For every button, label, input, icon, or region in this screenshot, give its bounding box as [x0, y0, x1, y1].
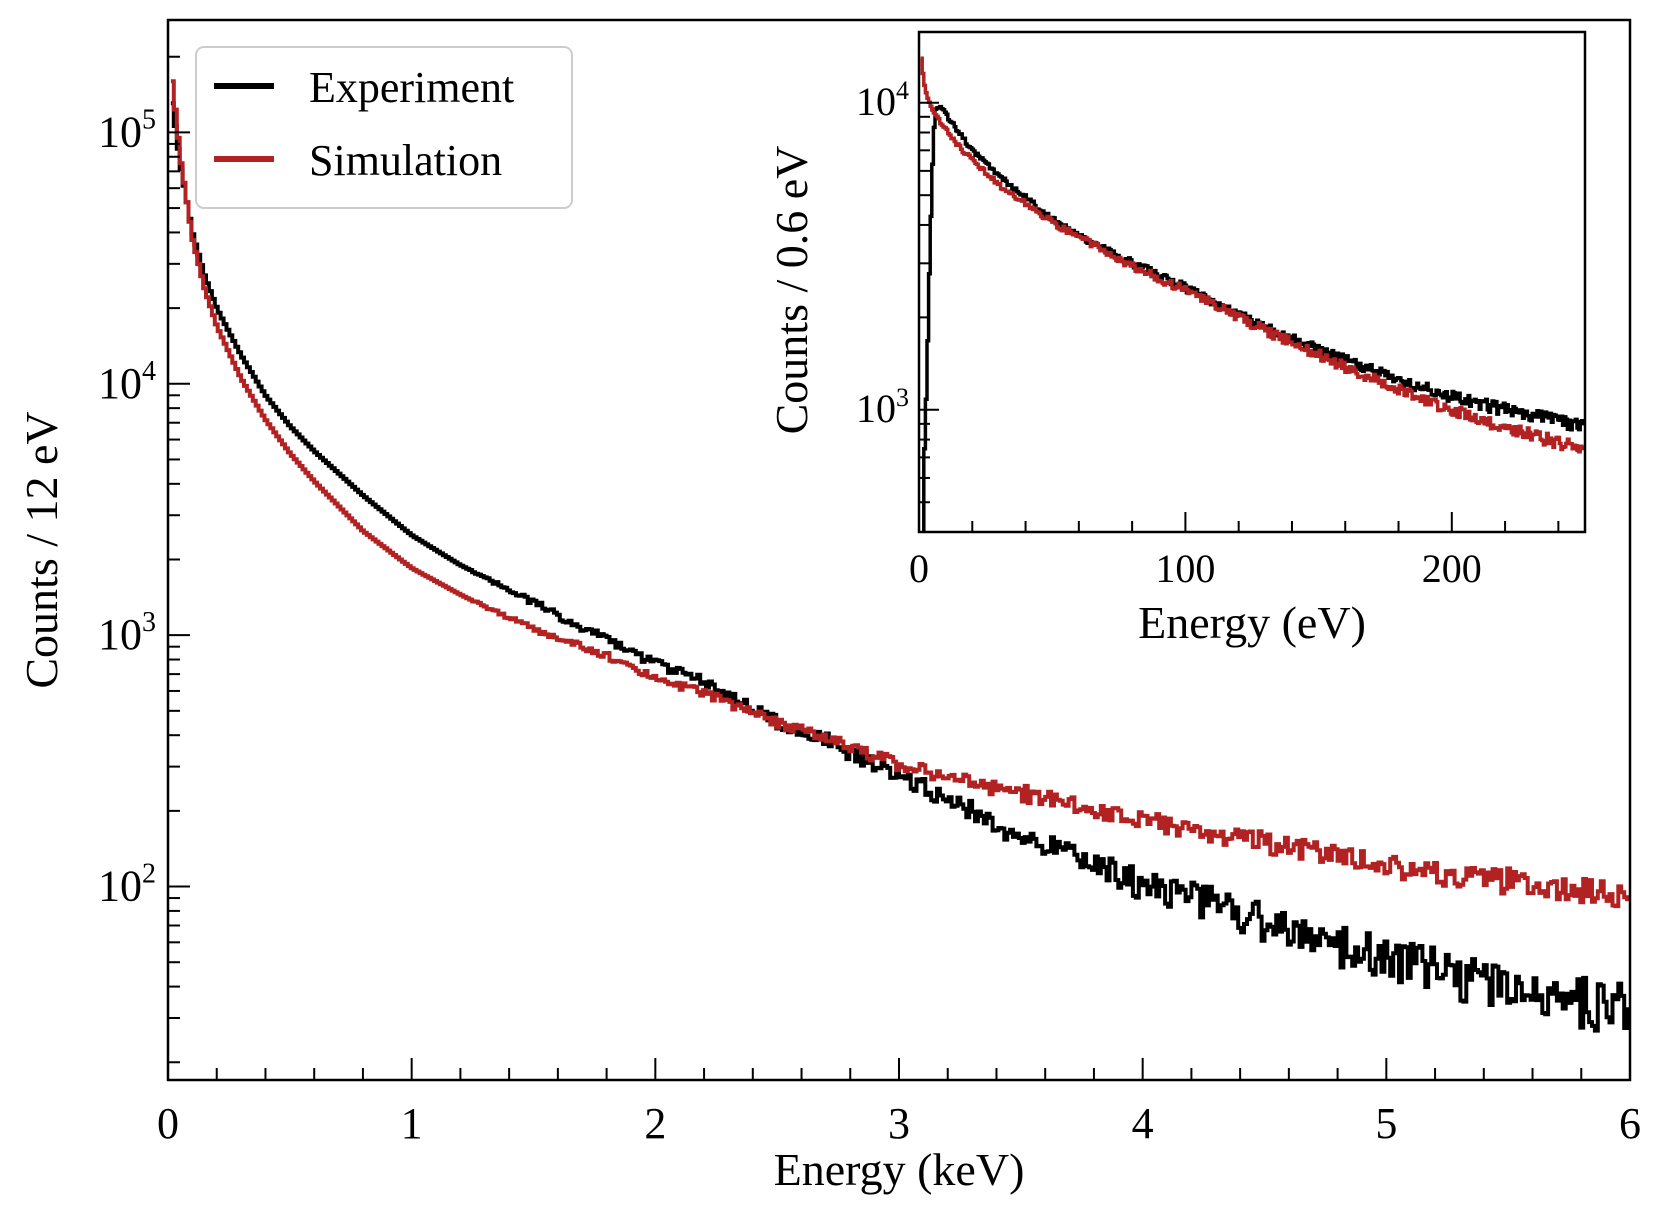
main-plot: 0 1 2 3 4 5 6 102 103 104 105 Energy (keV) Counts …	[16, 18, 1641, 1195]
inset-series-simulation	[920, 56, 1585, 454]
main-y-axis-title: Counts / 12 eV	[16, 411, 67, 688]
main-y-tick-label: 104	[98, 356, 156, 408]
inset-y-axis-title: Counts / 0.6 eV	[766, 146, 817, 435]
inset-background	[919, 32, 1585, 532]
inset-series-experiment	[922, 104, 1585, 532]
legend-box	[195, 46, 573, 209]
main-x-tick-label: 4	[1132, 1099, 1154, 1148]
inset-y-tick-label: 103	[856, 383, 909, 431]
inset-x-tick-label: 0	[909, 546, 929, 591]
main-x-axis-title: Energy (keV)	[774, 1144, 1025, 1195]
main-ticks-group	[167, 55, 1631, 1080]
inset-x-tick-label: 200	[1422, 546, 1482, 591]
main-y-tick-label: 102	[98, 859, 156, 911]
inset-x-axis-title: Energy (eV)	[1138, 597, 1366, 648]
inset-tick-labels-group: 0 100 200 103 104	[856, 76, 1482, 591]
inset-ticks-group	[918, 101, 1560, 533]
main-x-tick-label: 3	[888, 1099, 910, 1148]
main-series-simulation	[170, 79, 1630, 909]
main-x-tick-label: 6	[1619, 1099, 1641, 1148]
main-tick-labels-group: 0 1 2 3 4 5 6 102 103 104 105	[98, 104, 1641, 1148]
legend-label-simulation: Simulation	[309, 136, 502, 185]
inset-series-group	[920, 56, 1585, 532]
main-x-tick-label: 5	[1375, 1099, 1397, 1148]
main-series-experiment	[170, 101, 1630, 1033]
legend-label-experiment: Experiment	[309, 63, 514, 112]
main-x-tick-label: 1	[401, 1099, 423, 1148]
main-x-tick-label: 0	[157, 1099, 179, 1148]
main-x-tick-label: 2	[644, 1099, 666, 1148]
inset-plot-frame	[917, 30, 1587, 534]
main-series-group	[170, 79, 1630, 1033]
main-y-tick-label: 103	[98, 607, 156, 659]
legend-item-experiment: Experiment	[214, 63, 514, 112]
inset-y-tick-label: 104	[856, 76, 909, 124]
inset-plot: 0 100 200 103 104 Energy (eV) Counts / 0.6 e…	[766, 30, 1587, 648]
legend: Experiment Simulation	[195, 46, 573, 209]
main-y-tick-label: 105	[98, 104, 156, 156]
legend-item-simulation: Simulation	[214, 136, 502, 185]
inset-x-tick-label: 100	[1155, 546, 1215, 591]
